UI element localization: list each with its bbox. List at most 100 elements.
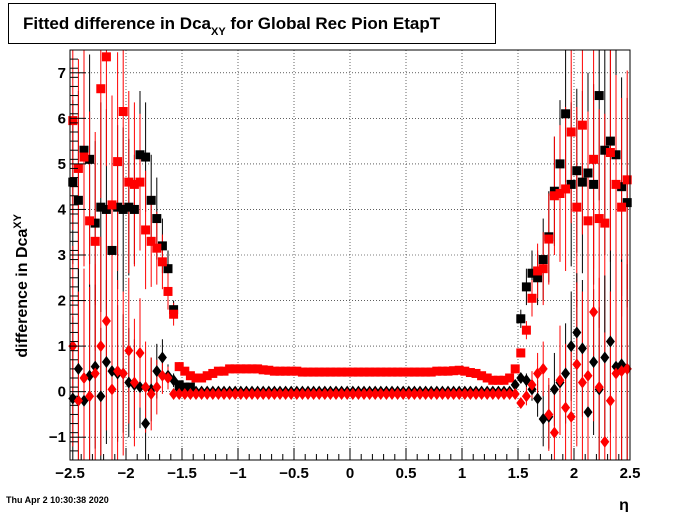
square-marker (174, 362, 184, 372)
square-marker (561, 109, 571, 119)
diamond-marker (527, 378, 537, 391)
square-marker (600, 145, 610, 155)
diamond-marker (404, 387, 414, 400)
y-tick-label: 1 (58, 338, 66, 355)
x-tick-label: −2.5 (55, 465, 85, 482)
square-marker (258, 365, 268, 375)
diamond-marker (185, 387, 195, 400)
square-marker (594, 91, 604, 101)
square-marker (460, 366, 470, 376)
diamond-marker (589, 305, 599, 318)
y-tick-label: 3 (58, 247, 66, 264)
square-marker (85, 154, 95, 164)
y-axis-title: difference in DcaXY (12, 213, 31, 357)
diamond-marker (510, 387, 520, 400)
diamond-marker (141, 381, 151, 394)
square-marker (454, 365, 464, 375)
square-marker (320, 367, 330, 377)
diamond-marker (124, 344, 134, 357)
y-tick-label: 5 (58, 156, 66, 173)
square-marker (605, 148, 615, 157)
square-marker (449, 366, 459, 376)
square-marker (68, 116, 78, 126)
diamond-marker (269, 387, 279, 400)
square-marker (549, 186, 559, 196)
square-marker (589, 179, 599, 189)
square-marker (325, 367, 335, 377)
square-marker (365, 367, 375, 377)
square-marker (152, 243, 162, 253)
diamond-marker (96, 390, 106, 403)
diamond-marker (549, 426, 559, 439)
diamond-marker (454, 387, 464, 400)
square-marker (505, 373, 515, 383)
diamond-marker (309, 387, 319, 400)
diamond-marker (314, 387, 324, 400)
diamond-marker (432, 387, 442, 400)
x-tick-label: 2 (570, 465, 578, 482)
square-marker (617, 202, 627, 212)
square-marker (370, 367, 380, 377)
diamond-marker (443, 387, 453, 400)
diamond-marker (376, 387, 386, 400)
x-tick-label: 1.5 (508, 465, 529, 482)
diamond-marker (365, 387, 375, 400)
square-marker (101, 52, 111, 62)
diamond-marker (281, 387, 291, 400)
plot-title-rest: for Global Rec Pion EtapT (225, 14, 441, 33)
square-marker (107, 245, 117, 255)
square-marker (185, 371, 195, 381)
diamond-marker (90, 367, 100, 380)
square-marker (68, 177, 78, 187)
diamond-marker (174, 387, 184, 400)
square-marker (163, 286, 173, 296)
square-marker (577, 120, 587, 130)
square-marker (286, 366, 296, 376)
square-marker (521, 325, 531, 335)
square-marker (90, 218, 100, 228)
square-marker (135, 177, 145, 187)
square-marker (516, 314, 526, 324)
diamond-marker (493, 387, 503, 400)
square-marker (381, 367, 391, 377)
square-marker (376, 367, 386, 377)
square-marker (549, 191, 559, 201)
square-marker (527, 268, 537, 278)
diamond-marker (426, 387, 436, 400)
diamond-marker (101, 356, 111, 369)
diamond-marker (477, 387, 487, 400)
diamond-marker (107, 383, 117, 396)
square-marker (314, 367, 324, 377)
diamond-marker (510, 378, 520, 391)
diamond-marker (499, 387, 509, 400)
diamond-marker (359, 387, 369, 400)
diamond-marker (101, 315, 111, 328)
diamond-marker (169, 387, 179, 400)
diamond-marker (572, 358, 582, 371)
square-marker (129, 179, 139, 189)
diamond-marker (157, 351, 167, 364)
diamond-marker (141, 417, 151, 430)
y-tick-label: 2 (58, 293, 66, 310)
square-marker (236, 364, 246, 374)
square-marker (510, 364, 520, 374)
diamond-marker (325, 387, 335, 400)
square-marker (443, 366, 453, 376)
square-marker (73, 195, 83, 205)
timestamp: Thu Apr 2 10:30:38 2020 (6, 495, 109, 505)
square-marker (583, 168, 593, 178)
square-marker (230, 364, 240, 374)
diamond-marker (264, 387, 274, 400)
diamond-marker (594, 381, 604, 394)
diamond-marker (533, 367, 543, 380)
y-axis-title-main: difference in Dca (14, 229, 31, 358)
square-marker (297, 367, 307, 377)
diamond-marker (180, 387, 190, 400)
square-marker (85, 216, 95, 226)
square-marker (421, 367, 431, 377)
diamond-marker (90, 360, 100, 373)
diamond-marker (353, 387, 363, 400)
square-marker (124, 202, 134, 212)
diamond-marker (421, 387, 431, 400)
